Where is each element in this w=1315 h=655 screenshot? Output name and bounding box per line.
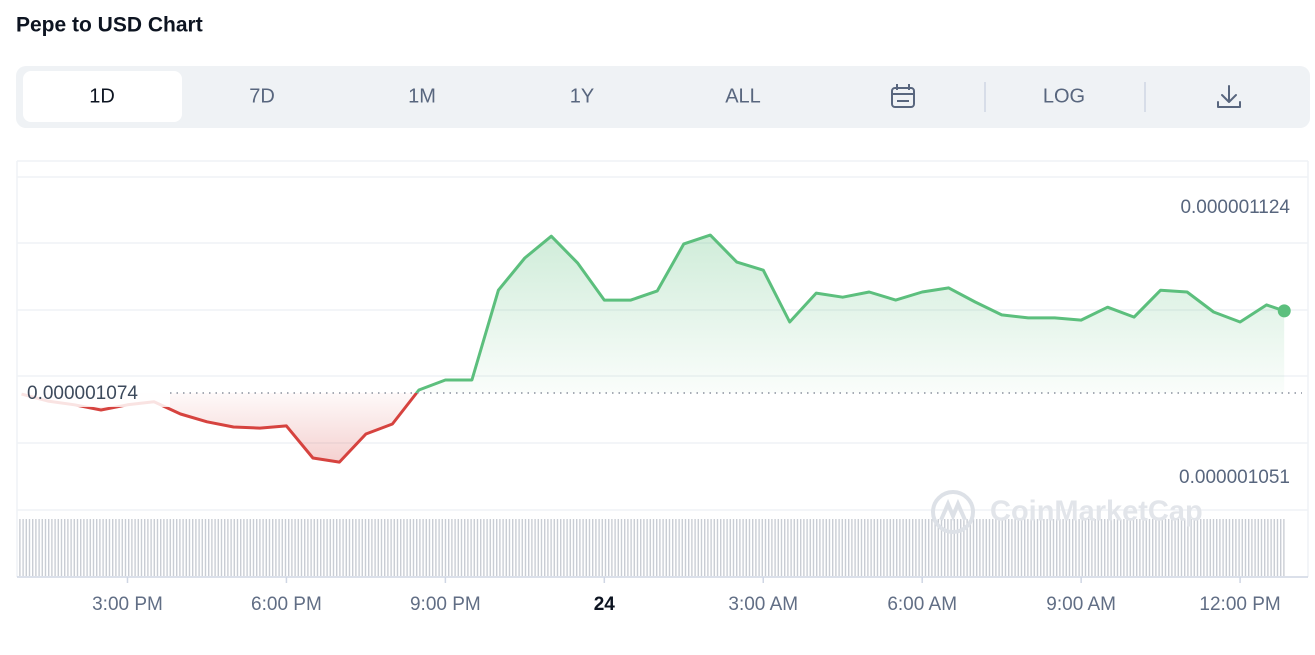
range-button[interactable]: 1D (89, 85, 115, 107)
x-tick-label: 9:00 AM (1046, 594, 1116, 615)
price-line (21, 233, 1285, 464)
selected-range (23, 71, 182, 122)
reference-label: 0.000001074 (27, 383, 138, 404)
area-above (416, 235, 1285, 393)
x-tick-label: 9:00 PM (410, 594, 481, 615)
toolbar (16, 66, 1310, 128)
y-tick-label: 0.000001124 (1180, 197, 1290, 218)
x-tick-label: 3:00 AM (728, 594, 798, 615)
reference-label-bg (20, 378, 170, 407)
last-point (1277, 304, 1291, 318)
y-tick-label: 0.000001051 (1179, 467, 1290, 488)
calendar-button[interactable] (891, 84, 915, 108)
x-tick-label: 6:00 PM (251, 594, 322, 615)
download-button[interactable] (1217, 85, 1241, 108)
x-tick-label: 24 (594, 594, 616, 615)
range-button[interactable]: 7D (249, 85, 275, 107)
x-tick-label: 3:00 PM (92, 594, 163, 615)
x-tick-label: 12:00 PM (1199, 594, 1280, 615)
watermark-logo (931, 490, 975, 534)
range-button[interactable]: 1M (408, 85, 436, 107)
range-button[interactable]: 1Y (570, 85, 594, 107)
x-tick-label: 6:00 AM (887, 594, 957, 615)
chart-title: Pepe to USD Chart (16, 14, 203, 37)
log-button[interactable]: LOG (1043, 85, 1085, 107)
area-below (21, 392, 1285, 463)
watermark: CoinMarketCap (990, 496, 1203, 528)
range-button[interactable]: ALL (725, 85, 761, 107)
volume-bars (18, 519, 1286, 576)
